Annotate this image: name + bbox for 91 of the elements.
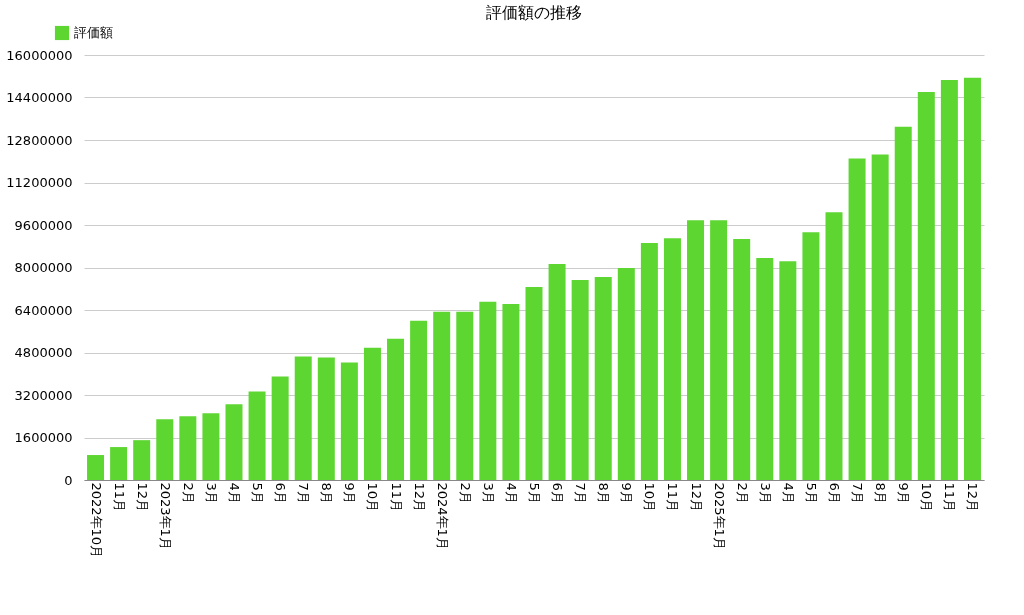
y-tick-label: 3200000 [14,387,73,403]
bar [156,419,174,480]
y-tick-label: 11200000 [6,175,73,190]
x-tick-label: 3月 [203,482,219,504]
x-tick-label: 9月 [342,482,358,504]
x-tick-label: 2024年1月 [434,482,450,550]
x-tick-label: 5月 [527,482,542,504]
x-tick-label: 12月 [411,482,427,513]
x-tick-label: 10月 [919,482,935,513]
bar [894,126,912,480]
bar [779,261,797,480]
x-tick-label: 3月 [480,482,496,504]
x-tick-label: 12月 [688,482,704,513]
bar [825,212,843,480]
bar [917,91,935,480]
bar [502,303,520,480]
x-tick-label: 8月 [319,482,335,504]
x-tick-label: 8月 [873,482,889,504]
x-tick-label: 2025年1月 [711,482,727,550]
y-tick-label: 6400000 [14,302,73,318]
bar [133,440,151,480]
x-tick-label: 4月 [503,482,519,504]
bar [271,376,289,480]
x-tick-label: 7月 [573,482,589,504]
x-tick-label: 6月 [273,482,289,504]
bar [617,268,635,480]
bar [248,391,266,480]
bar [848,158,866,480]
bar [110,447,128,480]
x-tick-label: 2月 [734,482,750,504]
bar [225,404,243,480]
bar [710,220,728,480]
bar [663,238,681,480]
bar [940,79,958,480]
bar [594,277,612,480]
x-tick-label: 2022年10月 [88,482,104,559]
y-tick-label: 8000000 [14,260,73,275]
x-tick-label: 6月 [827,482,842,504]
x-tick-label: 6月 [550,482,566,504]
bar [294,356,312,480]
bar [733,239,751,480]
bar [687,220,705,480]
bar [871,154,889,480]
x-tick-label: 11月 [665,482,681,513]
bar [363,347,381,480]
x-tick-label: 4月 [227,482,242,504]
bar [571,279,589,480]
y-tick-label: 14400000 [6,90,73,105]
x-tick-label: 11月 [388,482,404,513]
x-tick-label: 5月 [250,482,266,504]
x-tick-label: 7月 [850,482,866,504]
bar [756,257,774,480]
bar [179,416,197,480]
bar [456,311,474,480]
x-tick-label: 12月 [134,482,150,513]
y-tick-label: 9600000 [14,217,73,233]
bar [410,320,428,480]
bar [548,264,566,480]
x-tick-label: 2月 [457,482,473,504]
y-tick-label: 4800000 [14,345,73,360]
x-tick-label: 12月 [965,482,981,513]
x-tick-label: 2月 [180,482,196,504]
x-tick-label: 2023年1月 [157,482,173,550]
x-tick-label: 11月 [942,482,958,513]
y-tick-label: 0 [64,472,73,488]
bar [87,455,105,480]
y-tick-label: 16000000 [6,47,73,63]
y-tick-label: 1600000 [14,430,73,445]
x-tick-label: 5月 [803,482,819,504]
y-tick-label: 12800000 [6,132,73,148]
x-tick-label: 10月 [365,482,381,513]
bar [640,243,658,480]
bar [202,413,220,480]
bar [433,311,451,480]
x-tick-label: 10月 [642,482,658,513]
x-tick-label: 7月 [296,482,312,504]
bar [525,286,543,480]
bar [340,362,358,480]
legend-label: 評価額 [74,25,113,40]
x-tick-label: 11月 [111,482,127,513]
x-tick-label: 8月 [596,482,612,504]
bar [479,301,497,480]
bar [317,357,335,480]
bar [963,77,981,480]
bar [387,338,405,480]
bar [802,232,820,480]
chart-title: 評価額の推移 [486,3,582,22]
x-tick-label: 4月 [780,482,796,504]
x-tick-label: 3月 [757,482,773,504]
x-tick-label: 9月 [896,482,912,504]
x-tick-label: 9月 [619,482,635,504]
